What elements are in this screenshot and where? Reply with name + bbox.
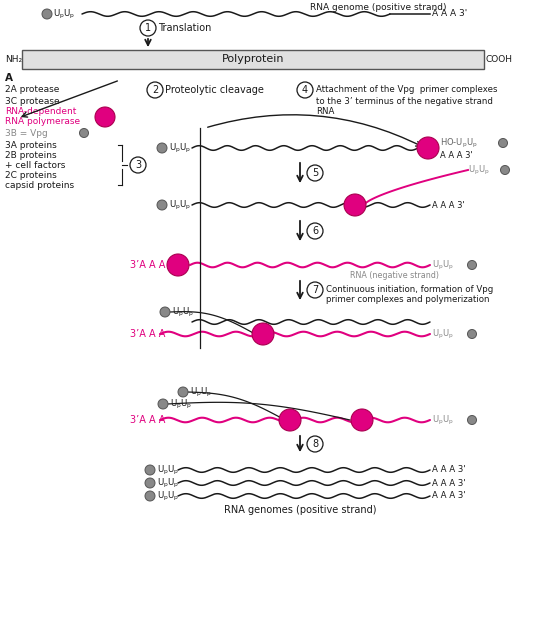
Text: 6: 6 (312, 226, 318, 236)
Text: 3A proteins: 3A proteins (5, 141, 57, 149)
Text: $\mathregular{U_pU_p}$: $\mathregular{U_pU_p}$ (468, 163, 490, 176)
Text: A A A 3': A A A 3' (440, 151, 473, 160)
Text: RNA (negative strand): RNA (negative strand) (350, 271, 439, 279)
Text: 1: 1 (145, 23, 151, 33)
Text: A A A 3': A A A 3' (432, 9, 467, 18)
Circle shape (307, 282, 323, 298)
Circle shape (307, 165, 323, 181)
Circle shape (307, 223, 323, 239)
Text: 3C protease: 3C protease (5, 97, 60, 106)
Circle shape (79, 129, 88, 138)
Text: Continuous initiation, formation of Vpg: Continuous initiation, formation of Vpg (326, 286, 493, 295)
Circle shape (140, 20, 156, 36)
Text: Proteolytic cleavage: Proteolytic cleavage (165, 85, 264, 95)
Text: RNA genome (positive strand): RNA genome (positive strand) (310, 4, 447, 13)
Text: $\mathregular{U_pU_p}$: $\mathregular{U_pU_p}$ (157, 489, 179, 502)
Text: Polyprotein: Polyprotein (222, 54, 284, 64)
Text: 2C proteins: 2C proteins (5, 170, 57, 180)
Text: 5: 5 (312, 168, 318, 178)
Text: RNA genomes (positive strand): RNA genomes (positive strand) (224, 505, 376, 515)
Text: 3’A A A: 3’A A A (130, 415, 166, 425)
Text: 3’A A A: 3’A A A (130, 329, 166, 339)
Text: A A A 3': A A A 3' (432, 479, 466, 487)
Text: $\mathregular{U_pU_p}$: $\mathregular{U_pU_p}$ (157, 463, 179, 477)
Text: $\mathregular{U_pU_p}$: $\mathregular{U_pU_p}$ (169, 198, 192, 212)
Text: A: A (5, 73, 13, 83)
Text: 2B proteins: 2B proteins (5, 151, 57, 160)
Circle shape (130, 157, 146, 173)
Circle shape (160, 307, 170, 317)
Text: 2: 2 (152, 85, 158, 95)
Text: RNA: RNA (316, 107, 335, 117)
Text: A A A 3': A A A 3' (432, 492, 466, 501)
Circle shape (95, 107, 115, 127)
Text: COOH: COOH (486, 55, 513, 63)
Circle shape (157, 200, 167, 210)
Text: NH₂: NH₂ (5, 55, 22, 63)
Circle shape (297, 82, 313, 98)
Text: $\mathregular{U_pU_p}$: $\mathregular{U_pU_p}$ (190, 386, 213, 399)
Text: 7: 7 (312, 285, 318, 295)
Circle shape (468, 330, 476, 338)
Text: $\mathregular{U_pU_p}$: $\mathregular{U_pU_p}$ (172, 305, 194, 318)
Circle shape (468, 416, 476, 425)
Text: RNA-dependent: RNA-dependent (5, 107, 76, 117)
Circle shape (279, 409, 301, 431)
Circle shape (307, 436, 323, 452)
Text: A A A 3': A A A 3' (432, 200, 465, 210)
Circle shape (158, 399, 168, 409)
Text: HO-$\mathregular{U_pU_p}$: HO-$\mathregular{U_pU_p}$ (440, 136, 477, 149)
Text: $\mathregular{U_pU_p}$: $\mathregular{U_pU_p}$ (170, 398, 192, 411)
Text: 3’A A A: 3’A A A (130, 260, 166, 270)
Text: 3B = Vpg: 3B = Vpg (5, 129, 48, 138)
Text: + cell factors: + cell factors (5, 161, 65, 170)
Circle shape (498, 139, 507, 148)
Circle shape (145, 491, 155, 501)
Text: 4: 4 (302, 85, 308, 95)
Circle shape (417, 137, 439, 159)
Circle shape (351, 409, 373, 431)
Circle shape (252, 323, 274, 345)
Circle shape (42, 9, 52, 19)
Text: $\mathregular{U_pU_p}$: $\mathregular{U_pU_p}$ (432, 413, 454, 426)
Circle shape (145, 478, 155, 488)
Circle shape (344, 194, 366, 216)
Text: $\mathregular{U_pU_p}$: $\mathregular{U_pU_p}$ (157, 477, 179, 490)
Text: 8: 8 (312, 439, 318, 449)
Text: Attachment of the Vpg  primer complexes: Attachment of the Vpg primer complexes (316, 85, 497, 94)
Circle shape (167, 254, 189, 276)
Circle shape (145, 465, 155, 475)
Text: RNA polymerase: RNA polymerase (5, 117, 80, 126)
Text: 2A protease: 2A protease (5, 85, 60, 94)
Bar (22, 50, 484, 69)
Text: $\mathregular{U_pU_p}$: $\mathregular{U_pU_p}$ (169, 141, 192, 154)
Circle shape (147, 82, 163, 98)
Circle shape (501, 166, 509, 175)
Circle shape (157, 143, 167, 153)
Text: primer complexes and polymerization: primer complexes and polymerization (326, 296, 490, 305)
Circle shape (468, 261, 476, 269)
Text: Translation: Translation (158, 23, 211, 33)
Text: $\mathregular{U_pU_p}$: $\mathregular{U_pU_p}$ (53, 8, 75, 21)
Text: capsid proteins: capsid proteins (5, 180, 74, 190)
Text: 3: 3 (135, 160, 141, 170)
Text: $\mathregular{U_pU_p}$: $\mathregular{U_pU_p}$ (432, 327, 454, 340)
Circle shape (178, 387, 188, 397)
Text: to the 3’ terminus of the negative strand: to the 3’ terminus of the negative stran… (316, 97, 493, 106)
Text: $\mathregular{U_pU_p}$: $\mathregular{U_pU_p}$ (432, 259, 454, 271)
Text: A A A 3': A A A 3' (432, 465, 466, 475)
